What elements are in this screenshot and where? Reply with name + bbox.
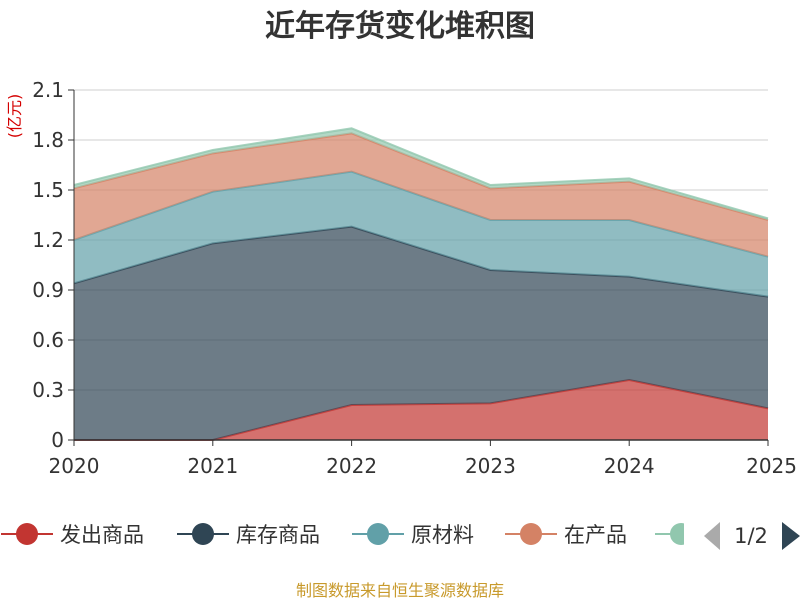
- x-tick-label: 2022: [326, 454, 377, 478]
- legend-pager: 1/2: [704, 522, 800, 550]
- legend-label: 发出商品: [60, 523, 144, 547]
- y-tick-label: 1.2: [32, 228, 64, 252]
- legend-item-3[interactable]: 在产品: [505, 523, 627, 547]
- legend-item-2[interactable]: 原材料: [352, 523, 474, 547]
- legend-item-4[interactable]: [655, 523, 707, 545]
- area-series-0: [74, 380, 768, 440]
- data-source-note: 制图数据来自恒生聚源数据库: [296, 581, 504, 600]
- y-tick-label: 2.1: [32, 78, 64, 102]
- legend-marker: [367, 523, 389, 545]
- legend-label: 在产品: [564, 523, 627, 547]
- x-tick-label: 2025: [746, 454, 797, 478]
- area-series-1: [74, 226, 768, 440]
- y-tick-label: 1.8: [32, 128, 64, 152]
- y-axis-unit-label: (亿元): [5, 94, 24, 139]
- legend-item-0[interactable]: 发出商品: [1, 523, 144, 547]
- area-layers: [73, 127, 769, 441]
- legend-marker: [670, 523, 684, 545]
- y-tick-label: 0: [51, 428, 64, 452]
- y-axis-ticks: 0 0.3 0.6 0.9 1.2 1.5 1.8 2.1: [32, 78, 74, 452]
- legend-label: 原材料: [411, 523, 474, 547]
- legend-prev-arrow-icon[interactable]: [704, 522, 720, 550]
- chart-title: 近年存货变化堆积图: [265, 9, 535, 44]
- legend-next-arrow-icon[interactable]: [782, 522, 800, 550]
- y-tick-label: 0.6: [32, 328, 64, 352]
- legend-item-1[interactable]: 库存商品: [177, 523, 320, 547]
- x-tick-label: 2023: [465, 454, 516, 478]
- area-series-3: [74, 133, 768, 257]
- legend-page-indicator: 1/2: [734, 524, 768, 548]
- x-tick-label: 2024: [604, 454, 655, 478]
- x-axis-ticks: 2020 2021 2022 2023 2024 2025: [49, 440, 797, 478]
- legend: 发出商品 库存商品 原材料 在产品: [1, 523, 707, 547]
- area-series-line-4: [73, 127, 769, 220]
- y-tick-label: 0.3: [32, 378, 64, 402]
- y-tick-label: 0.9: [32, 278, 64, 302]
- y-tick-label: 1.5: [32, 178, 64, 202]
- area-series-2: [74, 171, 768, 297]
- x-tick-label: 2020: [49, 454, 100, 478]
- legend-marker: [16, 523, 38, 545]
- legend-marker: [192, 523, 214, 545]
- axes: [73, 90, 768, 441]
- legend-marker: [520, 523, 542, 545]
- area-series-line-2: [73, 170, 769, 258]
- legend-label: 库存商品: [236, 523, 320, 547]
- x-tick-label: 2021: [187, 454, 238, 478]
